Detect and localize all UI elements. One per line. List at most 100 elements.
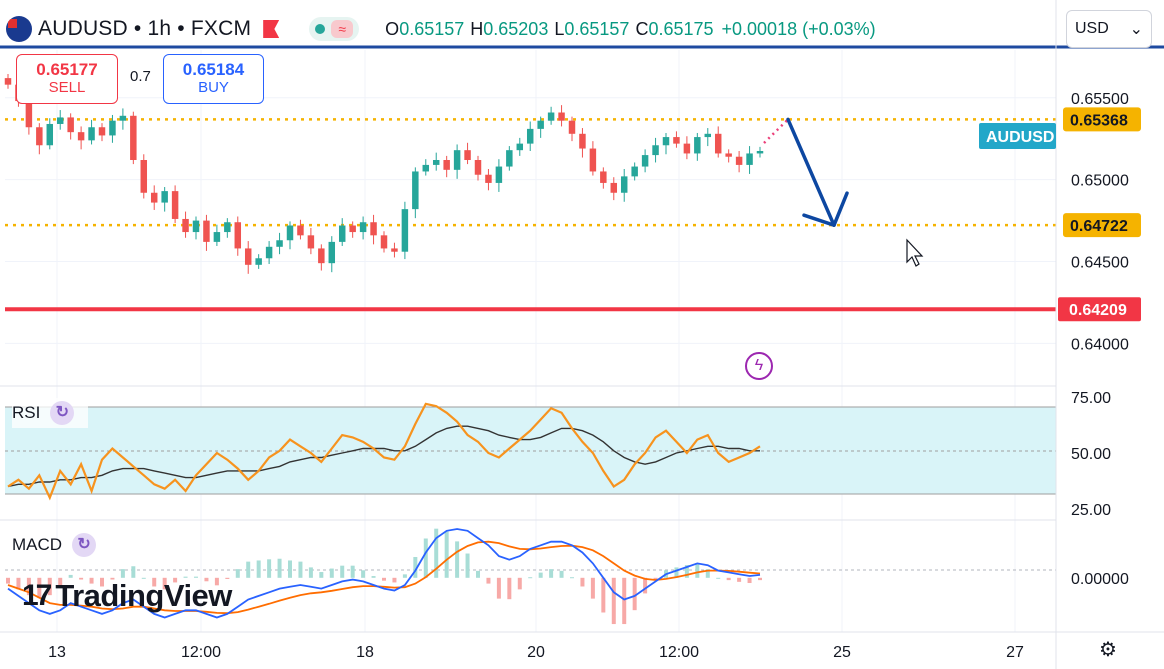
tradingview-logo[interactable]: 17 TradingView bbox=[22, 578, 232, 614]
candle-body bbox=[506, 150, 513, 167]
red-flag-icon[interactable] bbox=[263, 20, 280, 38]
macd-histogram-bar bbox=[580, 577, 585, 587]
candle-body bbox=[443, 160, 450, 170]
candle-body bbox=[432, 160, 440, 165]
candle-body bbox=[620, 176, 628, 193]
symbol-tag-label: AUDUSD bbox=[986, 129, 1054, 146]
refresh-icon[interactable]: ↻ bbox=[50, 401, 75, 425]
macd-histogram-bar bbox=[110, 577, 115, 580]
macd-lines bbox=[6, 528, 762, 625]
macd-histogram-bar bbox=[350, 565, 355, 578]
buy-button[interactable]: 0.65184 BUY bbox=[163, 54, 264, 104]
macd-histogram-bar bbox=[361, 570, 366, 578]
candle-body bbox=[46, 123, 54, 146]
candle-body bbox=[318, 248, 325, 264]
candle-body bbox=[119, 115, 127, 121]
candle-body bbox=[286, 225, 294, 241]
close-value: 0.65175 bbox=[648, 18, 714, 39]
price-axis[interactable]: 0.65500 0.65000 0.64500 0.64000 75.00 50.00 25… bbox=[1071, 91, 1129, 588]
open-key: O bbox=[385, 18, 400, 39]
candle-body bbox=[224, 222, 231, 233]
candle-body bbox=[161, 191, 168, 203]
macd-histogram-bar bbox=[267, 559, 272, 578]
candle-body bbox=[338, 225, 346, 242]
price-tag-bg bbox=[1063, 213, 1141, 238]
time-tick-label: 12:00 bbox=[659, 644, 699, 661]
rsi-legend[interactable]: RSI ↻ bbox=[12, 398, 88, 428]
macd-histogram-bar bbox=[528, 577, 533, 579]
macd-histogram-bar bbox=[716, 577, 721, 579]
tradingview-mark-icon: 17 bbox=[22, 579, 52, 612]
rsi-line bbox=[7, 402, 761, 501]
rsi-ma-line bbox=[7, 425, 760, 488]
macd-histogram-bar bbox=[141, 577, 146, 579]
rsi-tick-label: 50.00 bbox=[1071, 446, 1111, 463]
candle-body bbox=[516, 143, 524, 151]
macd-histogram-bar bbox=[288, 560, 292, 578]
macd-histogram-bar bbox=[758, 577, 762, 581]
price-tag-bg bbox=[1063, 107, 1141, 132]
macd-histogram-bar bbox=[392, 577, 397, 583]
macd-histogram-bar bbox=[340, 565, 345, 578]
macd-histogram-bar bbox=[747, 577, 752, 584]
candle-body bbox=[495, 166, 503, 183]
macd-histogram-bar bbox=[298, 561, 303, 578]
macd-histogram-bar bbox=[590, 577, 595, 599]
macd-histogram-bar bbox=[413, 556, 418, 578]
macd-label: MACD bbox=[12, 535, 63, 554]
change-value: +0.00018 (+0.03%) bbox=[721, 18, 876, 39]
candle-body bbox=[746, 153, 753, 165]
sell-button[interactable]: 0.65177 SELL bbox=[16, 54, 118, 104]
macd-histogram-bar bbox=[162, 577, 167, 590]
open-value: 0.65157 bbox=[399, 18, 465, 39]
macd-histogram-bar bbox=[68, 574, 73, 578]
low-key: L bbox=[554, 18, 565, 39]
candle-body bbox=[641, 155, 649, 167]
rsi-label: RSI bbox=[12, 403, 41, 422]
price-tick-label: 0.65500 bbox=[1071, 91, 1129, 108]
candle-body bbox=[662, 137, 670, 146]
macd-histogram-bar bbox=[455, 541, 460, 578]
macd-tick-label: 0.00000 bbox=[1071, 571, 1129, 588]
macd-histogram-bar bbox=[423, 538, 428, 578]
symbol-tag-bg bbox=[979, 122, 1056, 149]
gear-icon[interactable]: ⚙ bbox=[1099, 639, 1117, 661]
candle-body bbox=[391, 248, 398, 252]
price-tag-label: 0.64722 bbox=[1070, 218, 1128, 235]
candle-body bbox=[77, 132, 85, 141]
au-flag-icon bbox=[6, 16, 32, 42]
market-status-pill[interactable]: ≈ bbox=[309, 17, 360, 41]
macd-histogram-bar bbox=[632, 577, 637, 611]
macd-histogram-bar bbox=[16, 577, 21, 590]
lightning-icon[interactable]: ϟ bbox=[745, 352, 773, 380]
candle-body bbox=[485, 174, 492, 183]
macd-histogram-bar bbox=[465, 553, 470, 578]
currency-selector[interactable]: USD ⌄ bbox=[1066, 10, 1152, 48]
candle-body bbox=[98, 127, 106, 136]
time-tick-label: 18 bbox=[356, 644, 374, 661]
macd-legend[interactable]: MACD ↻ bbox=[12, 530, 97, 560]
macd-histogram-bar bbox=[131, 566, 136, 578]
macd-histogram-bar bbox=[89, 577, 94, 584]
low-value: 0.65157 bbox=[564, 18, 630, 39]
macd-histogram-bar bbox=[329, 568, 334, 578]
candle-body bbox=[704, 133, 712, 138]
macd-histogram-bar bbox=[152, 577, 157, 587]
time-axis[interactable]: 13 12:00 18 20 12:00 25 27 bbox=[48, 644, 1024, 661]
candle-body bbox=[56, 117, 64, 124]
rsi-tick-label: 25.00 bbox=[1071, 502, 1111, 519]
candle-body bbox=[67, 117, 74, 133]
macd-histogram-bar bbox=[214, 577, 219, 586]
macd-histogram-bar bbox=[308, 567, 313, 578]
macd-histogram-bar bbox=[26, 577, 31, 596]
candle-body bbox=[683, 143, 691, 154]
macd-histogram-bar bbox=[277, 558, 282, 578]
price-tag-label: 0.65368 bbox=[1070, 112, 1128, 129]
forecast-arrow[interactable] bbox=[763, 117, 849, 227]
symbol-title[interactable]: AUDUSD • 1h • FXCM bbox=[38, 17, 252, 40]
refresh-icon[interactable]: ↻ bbox=[72, 533, 97, 557]
candle-body bbox=[631, 166, 638, 177]
candle-body bbox=[694, 137, 701, 154]
candle-body bbox=[255, 258, 262, 265]
